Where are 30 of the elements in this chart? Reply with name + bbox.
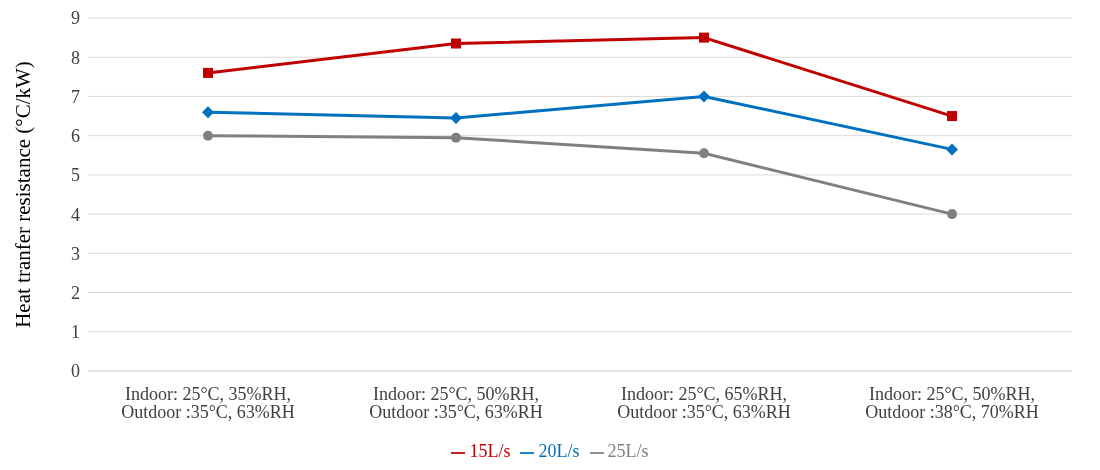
point <box>699 32 709 43</box>
x-tick-label: Indoor: 25°C, 50%RH, Outdoor :35°C, 63%RH <box>369 383 543 422</box>
point <box>451 38 461 49</box>
legend-label: 25L/s <box>607 441 649 461</box>
point <box>946 143 958 156</box>
legend-label: 20L/s <box>538 441 580 461</box>
point <box>947 209 957 220</box>
legend-label: 15L/s <box>469 441 511 461</box>
y-tick-label: 8 <box>71 47 80 68</box>
point <box>203 67 213 78</box>
y-tick-label: 4 <box>71 204 80 225</box>
y-tick-label: 7 <box>71 86 80 107</box>
point <box>203 130 213 141</box>
x-tick-label: Indoor: 25°C, 50%RH, Outdoor :38°C, 70%RH <box>865 383 1039 422</box>
y-tick-label: 2 <box>71 282 80 303</box>
point <box>450 112 462 125</box>
x-tick-label: Indoor: 25°C, 65%RH, Outdoor :35°C, 63%RH <box>617 383 791 422</box>
point <box>202 106 214 119</box>
y-tick-label: 1 <box>71 322 80 343</box>
y-tick-label: 9 <box>71 8 80 29</box>
y-tick-label: 0 <box>71 361 80 382</box>
x-tick-label: Indoor: 25°C, 35%RH, Outdoor :35°C, 63%RH <box>121 383 295 422</box>
y-tick-label: 3 <box>71 243 80 264</box>
y-tick-label: 5 <box>71 165 80 186</box>
point <box>451 132 461 143</box>
point <box>698 90 710 103</box>
point <box>699 148 709 159</box>
y-axis-title: Heat tranfer resistance (°C/kW) <box>11 61 36 328</box>
point <box>947 111 957 122</box>
y-tick-label: 6 <box>71 126 80 147</box>
